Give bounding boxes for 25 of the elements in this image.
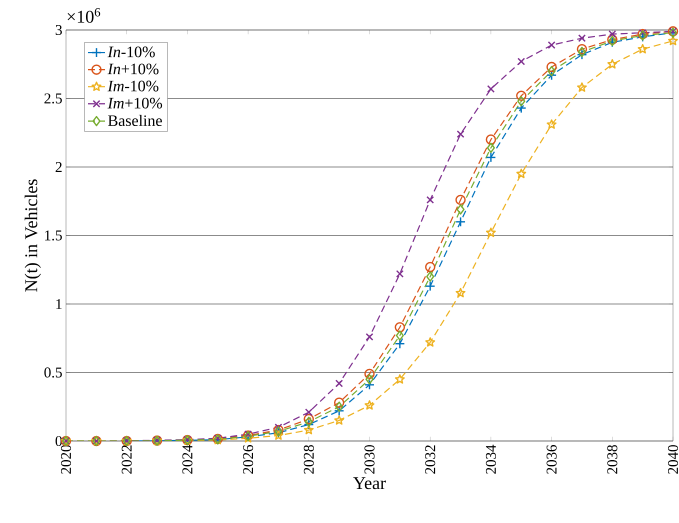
y-axis-title: N(t) in Vehicles: [24, 179, 41, 292]
x-tick-label: 2038: [607, 445, 618, 474]
x-tick-label: 2034: [486, 444, 496, 474]
x-tick-label: 2026: [243, 444, 254, 474]
x-tick-label: 2030: [364, 445, 375, 474]
x-tick-label: 2040: [668, 445, 678, 474]
y-tick-label: 2.5: [44, 93, 62, 104]
y-tick-label: 1.5: [45, 230, 62, 241]
y-tick-label: 3: [56, 24, 62, 36]
x-tick-label: 2032: [425, 445, 436, 474]
x-tick-label: 2036: [546, 444, 557, 474]
x-axis-title: Year: [353, 477, 386, 490]
legend-label: Baseline: [108, 114, 162, 126]
x-tick-label: 2022: [122, 445, 132, 474]
x-tick-label: 2020: [60, 445, 72, 474]
legend-label: Im-10%: [108, 80, 158, 92]
y-tick-label: 1: [56, 299, 62, 309]
y-tick-label: 2: [56, 162, 62, 172]
legend-label: In+10%: [108, 64, 159, 74]
legend-label: Im+10%: [108, 98, 162, 109]
x-tick-label: 2024: [182, 444, 192, 474]
legend-label: In-10%: [108, 46, 155, 58]
x-tick-label: 2028: [304, 445, 314, 474]
text: ×10$^{6}$: [68, 8, 100, 23]
y-tick-label: 0.5: [44, 367, 62, 378]
